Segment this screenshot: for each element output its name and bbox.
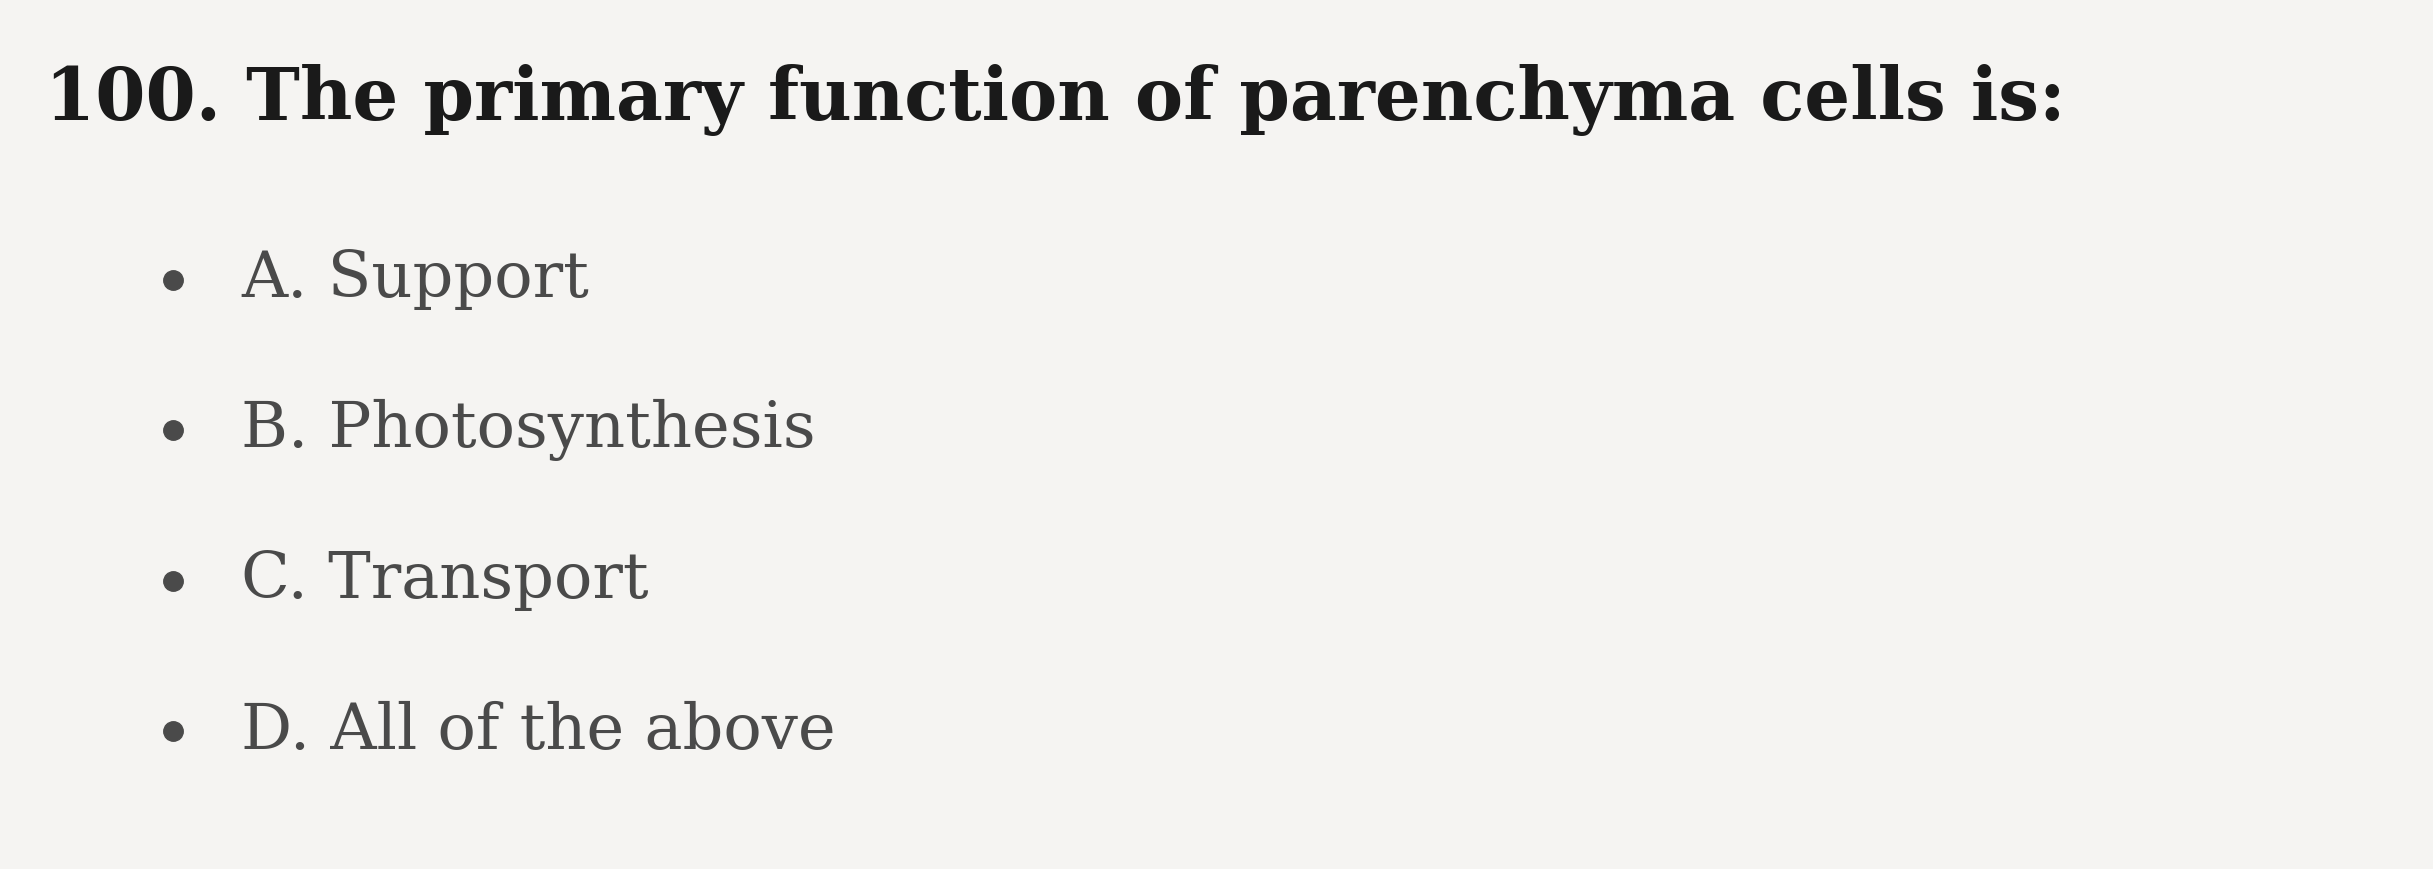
Text: 100. The primary function of parenchyma cells is:: 100. The primary function of parenchyma … (44, 64, 2066, 136)
Text: B. Photosynthesis: B. Photosynthesis (241, 399, 815, 461)
Text: A. Support: A. Support (241, 249, 589, 310)
Text: C. Transport: C. Transport (241, 550, 650, 612)
Text: D. All of the above: D. All of the above (241, 701, 837, 762)
